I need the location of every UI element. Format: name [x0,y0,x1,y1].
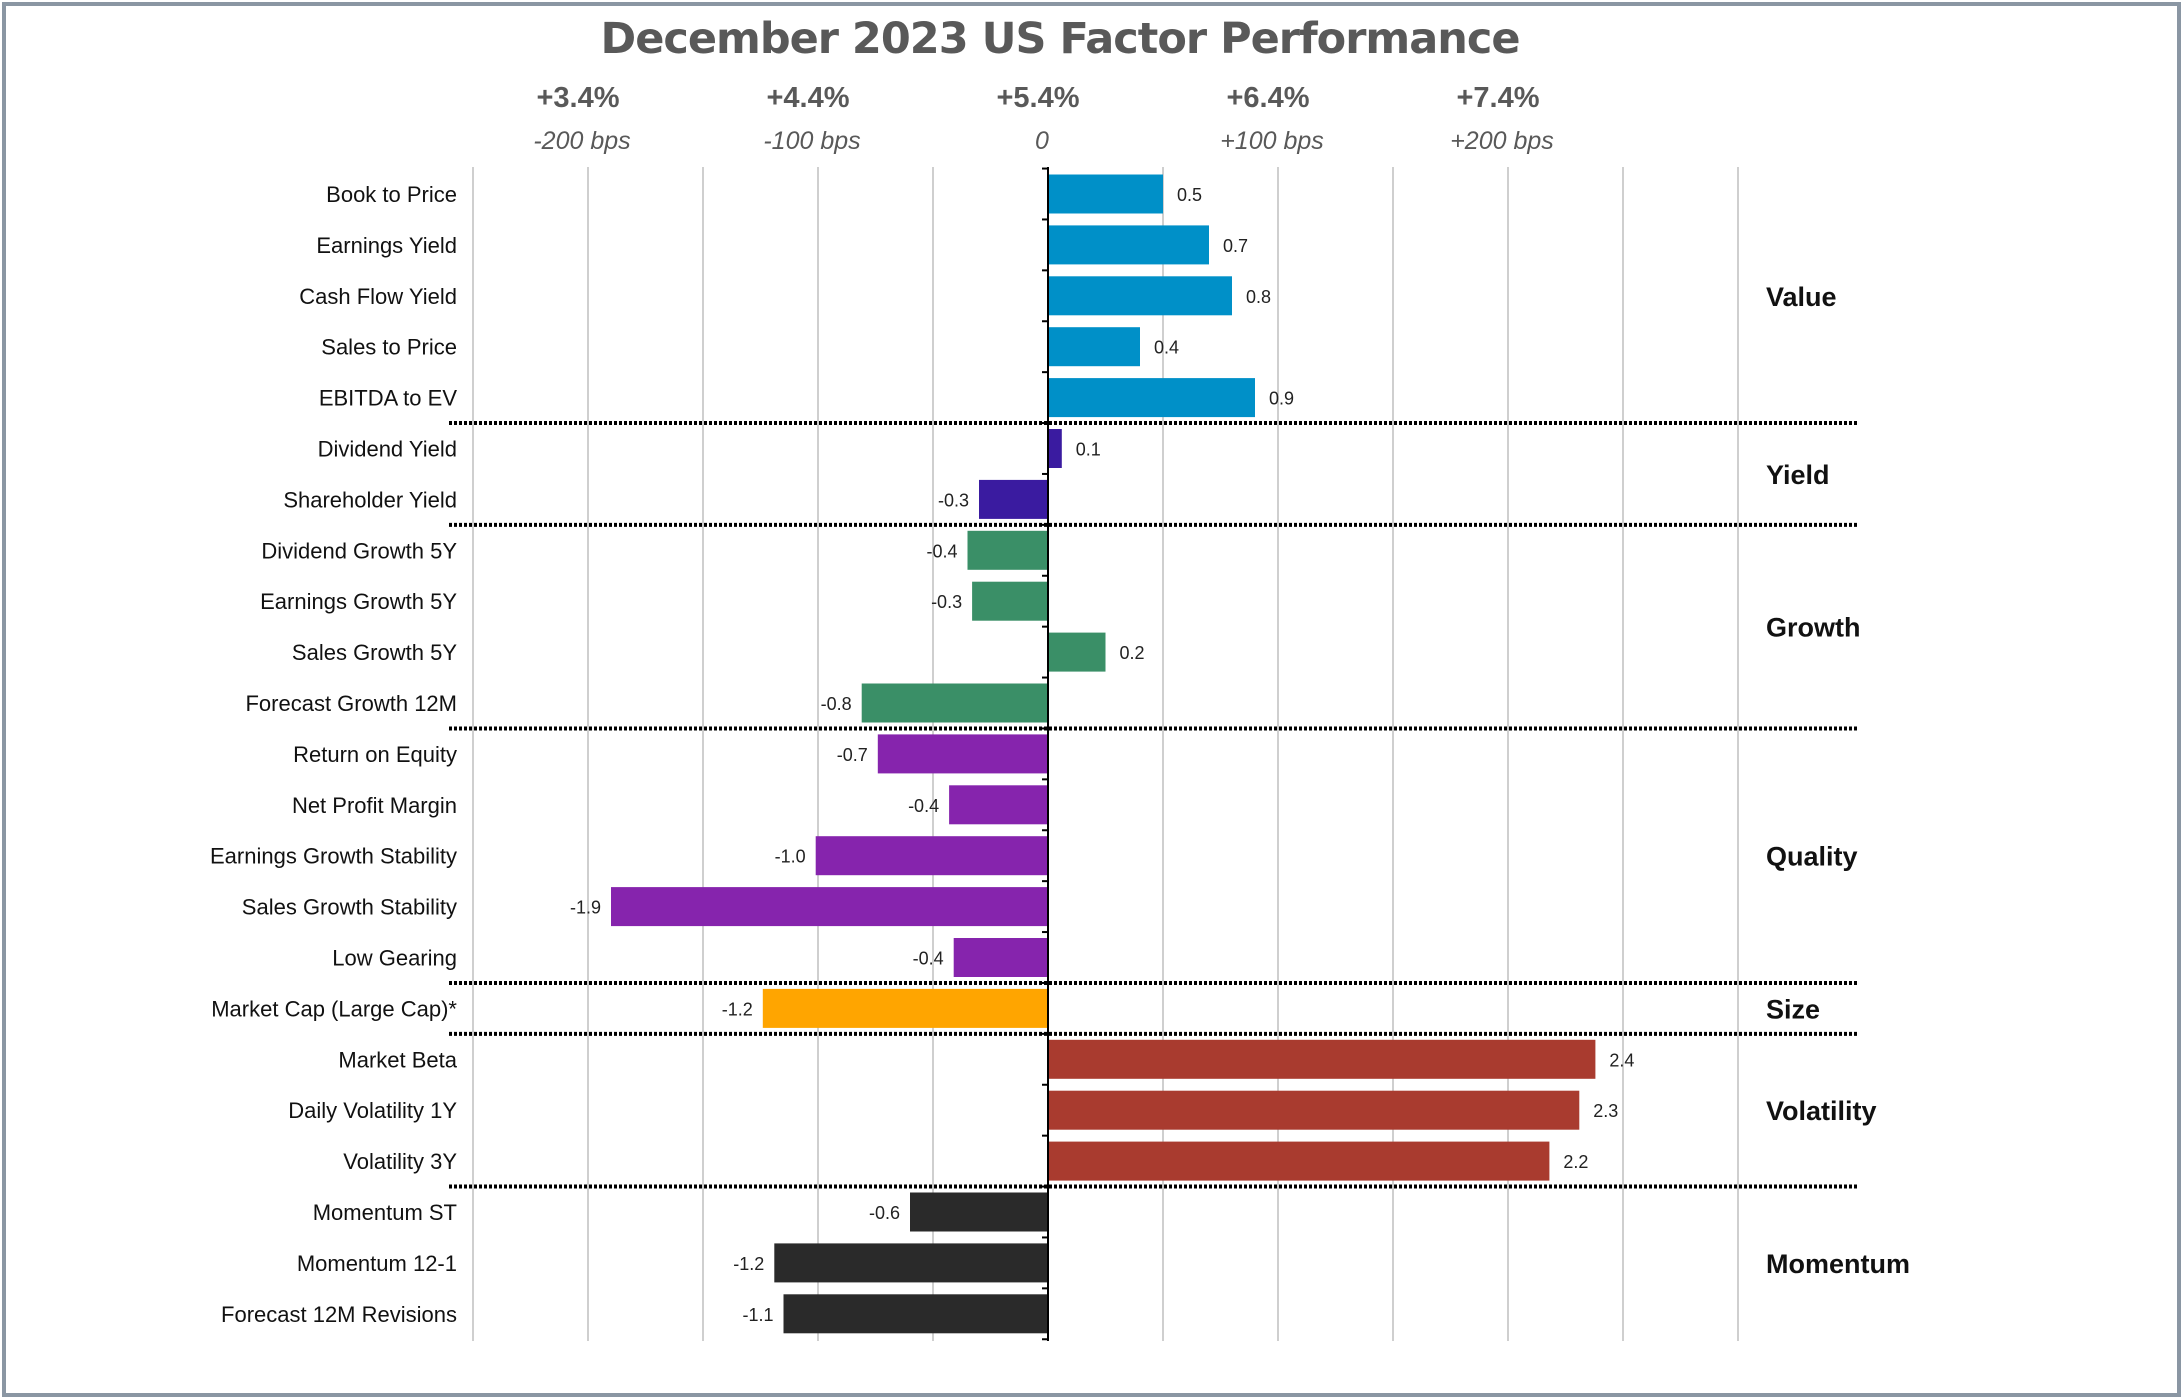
data-label: -0.3 [938,490,969,510]
data-label: 2.2 [1563,1152,1588,1172]
category-label: Sales Growth Stability [242,895,457,920]
data-label: -1.1 [742,1305,773,1325]
bar-shareholder-yield [979,479,1048,519]
group-label: Growth [1766,613,1861,643]
bar-sales-to-price [1048,327,1140,367]
category-label: Cash Flow Yield [299,284,457,309]
category-label: Momentum ST [313,1200,457,1225]
bar-low-gearing [953,938,1048,977]
category-label: Net Profit Margin [292,793,457,818]
category-label: Earnings Growth Stability [210,844,457,869]
data-label: -0.8 [821,694,852,714]
bar-momentum-12-1 [774,1243,1048,1283]
axis-tick-pct: +7.4% [1456,82,1539,114]
category-label: EBITDA to EV [319,386,457,411]
data-label: 2.4 [1609,1050,1634,1070]
category-label: Dividend Growth 5Y [261,538,457,563]
bar-daily-volatility-1y [1048,1090,1580,1130]
data-label: 0.5 [1177,185,1202,205]
bar-return-on-equity [877,734,1048,774]
category-label: Daily Volatility 1Y [288,1098,457,1123]
axis-tick-bps: -200 bps [533,127,630,155]
data-label: -1.9 [570,898,601,918]
axis-tick-pct: +5.4% [996,82,1079,114]
bar-sales-growth-stability [611,887,1048,927]
bar-market-beta [1048,1039,1596,1079]
group-label: Momentum [1766,1249,1910,1279]
data-label: -0.6 [869,1203,900,1223]
group-label: Quality [1766,842,1858,872]
bar-ebitda-to-ev [1048,378,1255,418]
bar-earnings-growth-5y [972,581,1048,621]
bar-forecast-12m-revisions [783,1294,1048,1334]
category-label: Momentum 12-1 [297,1251,457,1276]
data-label: -0.3 [931,592,962,612]
bar-earnings-growth-stability [815,836,1048,876]
bar-sales-growth-5y [1048,632,1106,672]
category-label: Market Beta [338,1047,457,1072]
axis-tick-pct: +6.4% [1226,82,1309,114]
category-label: Return on Equity [293,742,457,767]
group-label: Size [1766,994,1820,1024]
bar-market-cap-large-cap- [762,988,1048,1028]
bar-volatility-3y [1048,1141,1550,1181]
data-label: 2.3 [1593,1101,1618,1121]
bar-cash-flow-yield [1048,276,1232,316]
category-label: Low Gearing [332,946,457,971]
bar-forecast-growth-12m [861,683,1048,723]
data-label: 0.7 [1223,236,1248,256]
category-label: Earnings Yield [316,233,457,258]
axis-tick-pct: +4.4% [766,82,849,114]
axis-tick-bps: +100 bps [1220,127,1324,155]
bar-net-profit-margin [949,785,1048,825]
axis-tick-bps: 0 [1035,127,1049,155]
category-label: Sales to Price [321,335,457,360]
bar-book-to-price [1048,174,1163,214]
axis-tick-bps: -100 bps [763,127,860,155]
bar-dividend-yield [1048,429,1062,468]
group-label: Volatility [1766,1096,1877,1126]
category-label: Forecast 12M Revisions [221,1302,457,1327]
data-label: 0.9 [1269,389,1294,409]
bar-dividend-growth-5y [967,530,1048,570]
data-label: -1.0 [775,847,806,867]
data-label: 0.1 [1076,440,1101,460]
bar-earnings-yield [1048,225,1209,265]
category-label: Earnings Growth 5Y [260,589,457,614]
category-label: Forecast Growth 12M [245,691,457,716]
data-label: 0.4 [1154,338,1179,358]
category-label: Sales Growth 5Y [292,640,457,665]
data-label: -0.4 [926,541,957,561]
bar-momentum-st [910,1192,1048,1232]
group-label: Value [1766,282,1837,312]
data-label: -1.2 [733,1254,764,1274]
category-label: Shareholder Yield [283,487,457,512]
chart-title: December 2023 US Factor Performance [600,14,1521,64]
data-label: -0.7 [837,745,868,765]
data-label: 0.8 [1246,287,1271,307]
category-label: Market Cap (Large Cap)* [211,996,457,1021]
axis-tick-bps: +200 bps [1450,127,1554,155]
category-label: Dividend Yield [318,437,457,462]
data-label: -0.4 [908,796,939,816]
data-label: -0.4 [913,949,944,969]
group-label: Yield [1766,460,1830,490]
category-label: Book to Price [326,182,457,207]
category-label: Volatility 3Y [343,1149,457,1174]
axis-tick-pct: +3.4% [536,82,619,114]
data-label: -1.2 [722,999,753,1019]
data-label: 0.2 [1120,643,1145,663]
